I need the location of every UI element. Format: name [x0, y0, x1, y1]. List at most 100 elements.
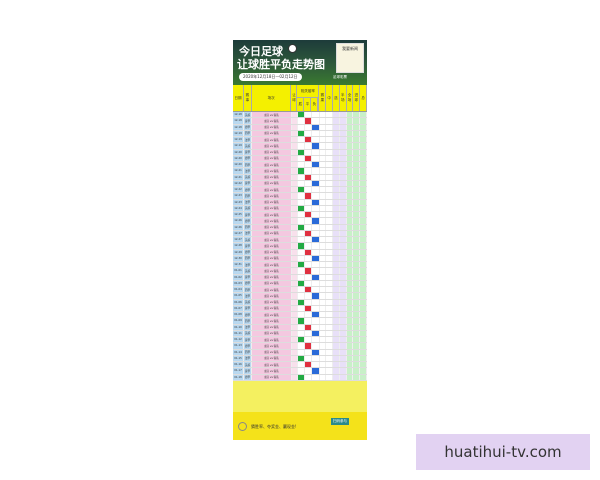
row-handicap: [291, 187, 298, 193]
row-extra-cell: [353, 368, 361, 374]
table-row: 12-23 西甲 主队 vs 客队: [233, 193, 367, 200]
row-extra-cell: [319, 280, 327, 286]
row-extra-cell: [333, 118, 340, 124]
row-extra-cell: [319, 355, 327, 361]
row-date: 12-19: [233, 143, 244, 149]
row-match: 主队 vs 客队: [251, 224, 292, 230]
table-row: 12-23 法甲 主队 vs 客队: [233, 199, 367, 206]
row-extra-cell: [326, 355, 334, 361]
row-extra-cell: [339, 230, 347, 236]
row-handicap: [291, 143, 298, 149]
row-extra-cell: [333, 312, 340, 318]
row-match: 主队 vs 客队: [251, 130, 292, 136]
row-league: 意甲: [243, 305, 252, 311]
row-handicap: [291, 330, 298, 336]
row-extra-cell: [319, 312, 327, 318]
row-odds-cell: [297, 205, 306, 211]
row-extra-cell: [333, 293, 340, 299]
row-extra-cell: [353, 349, 361, 355]
row-odds-cell: [305, 174, 313, 180]
row-league: 意甲: [243, 212, 252, 218]
row-extra-cell: [353, 155, 361, 161]
row-odds-cell: [297, 212, 306, 218]
row-extra-cell: [319, 168, 327, 174]
row-extra-cell: [360, 155, 367, 161]
row-extra-cell: [339, 299, 347, 305]
footer-slogan: 猜胜率、夺奖金、赢现金!: [251, 424, 297, 429]
row-match: 主队 vs 客队: [251, 124, 292, 130]
row-extra-cell: [319, 268, 327, 274]
row-handicap: [291, 193, 298, 199]
row-odds-cell: [312, 168, 320, 174]
row-extra-cell: [353, 255, 361, 261]
row-odds-cell: [297, 118, 306, 124]
row-league: 德甲: [243, 155, 252, 161]
row-extra-cell: [346, 330, 354, 336]
row-match: 主队 vs 客队: [251, 180, 292, 186]
row-odds-cell: [297, 274, 306, 280]
row-odds-cell: [297, 330, 306, 336]
row-extra-cell: [353, 112, 361, 118]
table-row: 12-18 德甲 主队 vs 客队: [233, 124, 367, 131]
row-date: 12-28: [233, 243, 244, 249]
row-extra-cell: [360, 337, 367, 343]
row-odds-cell: [305, 249, 313, 255]
row-extra-cell: [326, 224, 334, 230]
row-extra-cell: [339, 355, 347, 361]
table-row: 12-27 法甲 主队 vs 客队: [233, 230, 367, 237]
row-date: 12-20: [233, 162, 244, 168]
row-odds-cell: [297, 255, 306, 261]
row-extra-cell: [319, 243, 327, 249]
row-match: 主队 vs 客队: [251, 218, 292, 224]
row-match: 主队 vs 客队: [251, 262, 292, 268]
row-extra-cell: [360, 199, 367, 205]
col-extra-3: 半场: [340, 85, 347, 111]
row-extra-cell: [346, 368, 354, 374]
row-extra-cell: [346, 299, 354, 305]
row-odds-cell: [312, 155, 320, 161]
row-extra-cell: [339, 174, 347, 180]
row-extra-cell: [353, 249, 361, 255]
row-extra-cell: [319, 193, 327, 199]
row-extra-cell: [360, 305, 367, 311]
row-date: 01-05: [233, 293, 244, 299]
row-extra-cell: [339, 193, 347, 199]
row-odds-cell: [305, 312, 313, 318]
row-date: 01-09: [233, 318, 244, 324]
row-extra-cell: [339, 274, 347, 280]
row-extra-cell: [319, 155, 327, 161]
row-extra-cell: [353, 312, 361, 318]
row-odds-cell: [305, 287, 313, 293]
row-date: 01-13: [233, 343, 244, 349]
row-extra-cell: [333, 212, 340, 218]
row-extra-cell: [339, 349, 347, 355]
row-extra-cell: [346, 337, 354, 343]
row-extra-cell: [360, 143, 367, 149]
row-extra-cell: [333, 218, 340, 224]
row-extra-cell: [360, 124, 367, 130]
row-extra-cell: [346, 118, 354, 124]
row-handicap: [291, 180, 298, 186]
row-odds-cell: [297, 293, 306, 299]
row-extra-cell: [319, 124, 327, 130]
row-odds-cell: [312, 312, 320, 318]
row-extra-cell: [326, 130, 334, 136]
row-extra-cell: [339, 143, 347, 149]
row-extra-cell: [333, 224, 340, 230]
row-match: 主队 vs 客队: [251, 343, 292, 349]
row-odds-cell: [297, 230, 306, 236]
row-extra-cell: [319, 162, 327, 168]
row-extra-cell: [346, 168, 354, 174]
table-row: 01-11 英超 主队 vs 客队: [233, 330, 367, 337]
row-date: 01-02: [233, 274, 244, 280]
row-odds-cell: [297, 199, 306, 205]
row-odds-cell: [297, 112, 306, 118]
row-extra-cell: [339, 249, 347, 255]
row-extra-cell: [346, 355, 354, 361]
row-extra-cell: [319, 362, 327, 368]
row-date: 12-26: [233, 224, 244, 230]
table-row: 12-19 西甲 主队 vs 客队: [233, 130, 367, 137]
row-extra-cell: [333, 274, 340, 280]
row-odds-cell: [305, 224, 313, 230]
row-extra-cell: [360, 312, 367, 318]
